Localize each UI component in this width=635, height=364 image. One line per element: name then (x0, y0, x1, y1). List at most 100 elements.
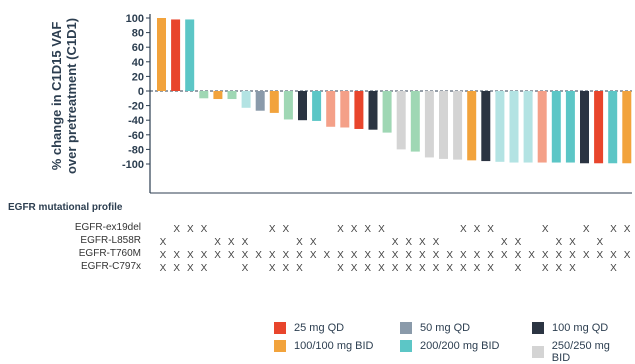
mutation-mark: X (378, 224, 385, 235)
y-tick-label: 20 (132, 71, 144, 83)
mutation-mark: X (515, 237, 522, 248)
mutation-mark: X (160, 263, 167, 274)
bar (537, 91, 547, 163)
mutation-mark: X (351, 250, 358, 261)
mutation-mark: X (515, 250, 522, 261)
bar (312, 91, 322, 121)
mutation-mark: X (460, 250, 467, 261)
mutation-mark: X (242, 237, 249, 248)
mutation-mark: X (405, 263, 412, 274)
bar (298, 91, 307, 121)
mutation-mark: X (364, 263, 371, 274)
legend-item-250-250-bid: 250/250 mg BID (532, 340, 630, 364)
mutation-mark: X (242, 263, 249, 274)
row-label-t760m: EGFR-T760M (78, 248, 141, 259)
mutation-mark: X (624, 224, 631, 235)
legend-swatch (274, 340, 286, 352)
mutation-mark: X (296, 263, 303, 274)
mutation-mark: X (474, 224, 481, 235)
mutation-mark: X (569, 237, 576, 248)
mutation-mark: X (624, 250, 631, 261)
y-axis-label: % change in C1D15 VAF over pretreatment … (49, 18, 79, 174)
bar (213, 91, 223, 100)
mutation-mark: X (283, 250, 290, 261)
mutation-mark: X (296, 237, 303, 248)
mutation-mark: X (173, 263, 180, 274)
mutation-mark: X (405, 250, 412, 261)
legend-item-25-qd: 25 mg QD (274, 322, 344, 334)
mutation-mark: X (610, 250, 617, 261)
bar (410, 91, 420, 152)
mutation-mark: X (337, 224, 344, 235)
mutation-mark: X (337, 263, 344, 274)
mutation-mark: X (269, 263, 276, 274)
mutation-mark: X (596, 250, 603, 261)
bar (326, 91, 336, 127)
bar (382, 91, 392, 133)
mutation-mark: X (433, 263, 440, 274)
mutation-mark: X (433, 250, 440, 261)
legend-item-50-qd: 50 mg QD (400, 322, 470, 334)
mutation-mark: X (364, 250, 371, 261)
bar (509, 91, 519, 163)
mutation-mark: X (610, 224, 617, 235)
mutation-mark: X (173, 224, 180, 235)
legend-item-100-qd: 100 mg QD (532, 322, 608, 334)
bar (354, 91, 364, 129)
mutation-marks: X X X X X X X X X X X X X X X XX X X X X X X X X X X X X X XX X X X X X X X X… (160, 224, 631, 274)
mutation-mark: X (283, 224, 290, 235)
mutation-mark: X (501, 250, 508, 261)
mutation-mark: X (569, 263, 576, 274)
mutation-mark: X (487, 250, 494, 261)
mutation-mark: X (187, 263, 194, 274)
bar (368, 91, 378, 130)
bar (467, 91, 477, 161)
mutation-mark: X (310, 237, 317, 248)
mutation-mark: X (487, 224, 494, 235)
legend-label: 100/100 mg BID (294, 340, 374, 352)
mutation-mark: X (378, 263, 385, 274)
mutation-mark: X (269, 250, 276, 261)
y-tick-label: -60 (128, 130, 144, 142)
bar (495, 91, 505, 162)
legend-item-200-200-bid: 200/200 mg BID (400, 340, 500, 352)
bar (227, 91, 237, 100)
mutation-mark: X (392, 237, 399, 248)
mutation-mark: X (501, 237, 508, 248)
bar (523, 91, 533, 163)
mutation-mark: X (528, 250, 535, 261)
mutation-mark: X (460, 224, 467, 235)
bar (424, 91, 434, 158)
mutation-mark: X (351, 263, 358, 274)
legend-label: 100 mg QD (552, 322, 609, 334)
y-tick-label: 100 (126, 13, 144, 25)
mutation-mark: X (419, 237, 426, 248)
mutation-mark: X (405, 237, 412, 248)
mutation-mark: X (569, 250, 576, 261)
mutation-mark: X (474, 263, 481, 274)
mutation-mark: X (160, 250, 167, 261)
legend-label: 250/250 mg BID (551, 340, 610, 364)
legend-label: 200/200 mg BID (420, 340, 500, 352)
mutation-mark: X (364, 224, 371, 235)
mutation-mark: X (296, 250, 303, 261)
mutation-mark: X (337, 250, 344, 261)
mutation-mark: X (392, 263, 399, 274)
mutation-mark: X (173, 250, 180, 261)
y-tick-label: -40 (128, 115, 144, 127)
y-tick-label: 60 (132, 42, 144, 54)
mutation-mark: X (556, 250, 563, 261)
bar (453, 91, 463, 160)
legend-swatch (532, 346, 544, 358)
mutation-mark: X (228, 250, 235, 261)
mutation-mark: X (392, 250, 399, 261)
legend-label: 25 mg QD (294, 322, 345, 334)
mutation-mark: X (556, 237, 563, 248)
mutation-mark: X (419, 250, 426, 261)
mutation-mark: X (310, 250, 317, 261)
mutation-mark: X (542, 224, 549, 235)
y-axis-label-line-1: % change in C1D15 VAF (49, 21, 64, 171)
y-tick-label: -20 (128, 101, 144, 113)
mutation-mark: X (596, 237, 603, 248)
